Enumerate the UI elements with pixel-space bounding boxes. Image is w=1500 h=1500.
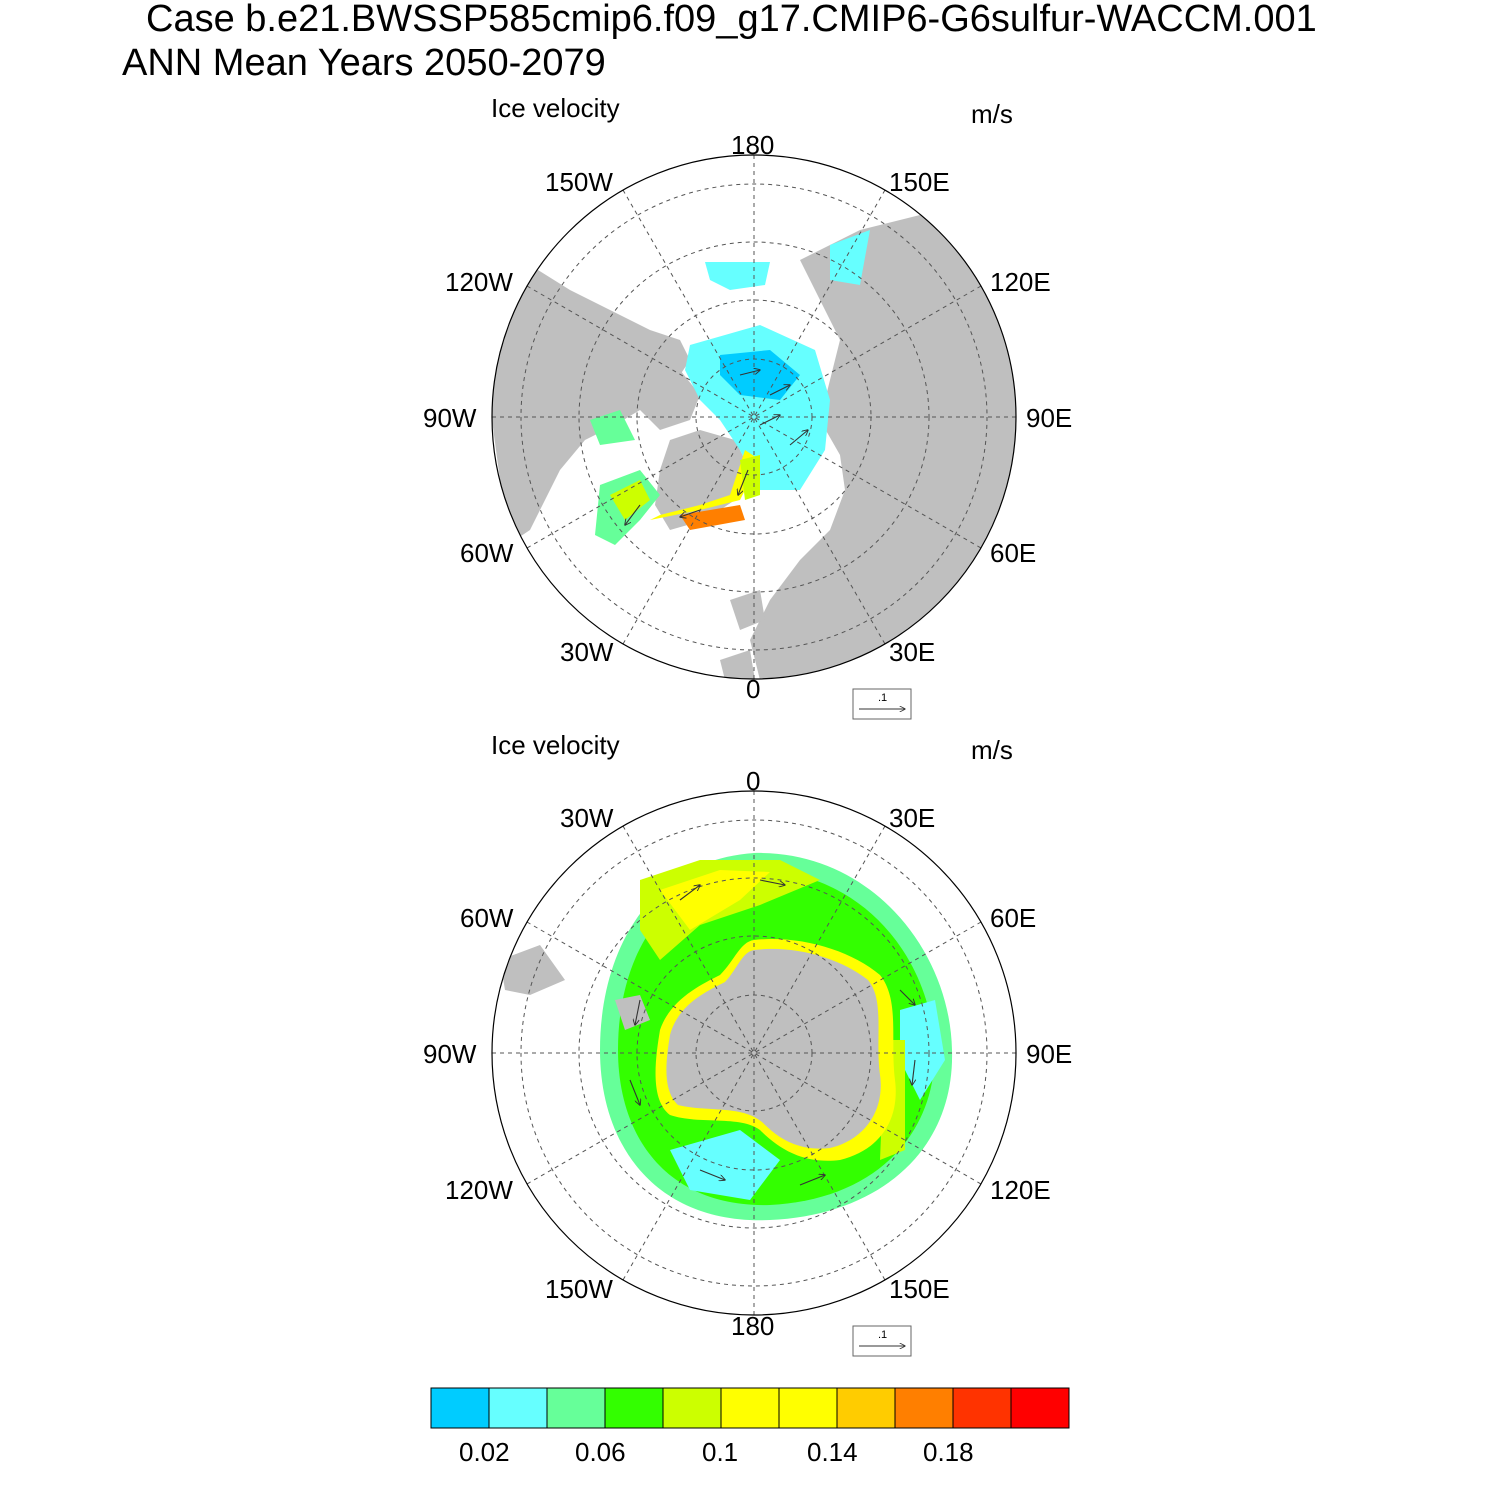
north-ice-field <box>590 230 870 545</box>
colorbar-swatch <box>662 1387 722 1429</box>
north-reference-vector: .1 <box>852 688 912 720</box>
north-lon-label: 90W <box>423 403 477 433</box>
south-lon-label: 120E <box>990 1175 1051 1205</box>
south-vectors <box>629 879 915 1186</box>
south-vector <box>899 989 915 1005</box>
south-lon-label: 90E <box>1026 1039 1072 1069</box>
colorbar-boxes <box>430 1387 1070 1429</box>
colorbar-tick-label: 0.1 <box>702 1437 738 1467</box>
colorbar-tick-label: 0.18 <box>923 1437 974 1467</box>
colorbar-swatch <box>778 1387 838 1429</box>
north-lon-label: 30W <box>560 637 614 667</box>
south-vector <box>759 879 785 885</box>
colorbar-swatch <box>488 1387 548 1429</box>
south-vector <box>799 1175 825 1186</box>
south-lon-labels: 0 30E 60E 90E 120E 150E 180 150W 120W 90… <box>423 766 1072 1341</box>
north-land <box>492 215 1016 679</box>
colorbar-labels: 0.02 0.06 0.1 0.14 0.18 <box>459 1437 974 1467</box>
south-lon-label: 30E <box>889 803 935 833</box>
south-map-boundary <box>491 790 1017 1316</box>
colorbar-swatch <box>836 1387 896 1429</box>
north-vector <box>759 415 780 426</box>
south-panel: Ice velocity m/s <box>423 730 1072 1357</box>
north-lon-label: 30E <box>889 637 935 667</box>
north-vector <box>680 509 701 517</box>
south-lon-label: 180 <box>731 1311 774 1341</box>
north-lon-label: 180 <box>731 130 774 160</box>
south-vector <box>629 1079 640 1105</box>
period-title: ANN Mean Years 2050-2079 <box>122 42 606 84</box>
colorbar-swatch <box>604 1387 664 1429</box>
north-vector <box>738 469 749 495</box>
south-lon-label: 150W <box>545 1274 613 1304</box>
north-panel: Ice velocity m/s <box>423 93 1072 720</box>
south-lon-label: 60W <box>460 903 514 933</box>
colorbar-swatch <box>720 1387 780 1429</box>
north-vectors <box>625 370 808 525</box>
case-title: Case b.e21.BWSSP585cmip6.f09_g17.CMIP6-G… <box>146 0 1317 40</box>
south-vector <box>699 1169 725 1180</box>
north-vector <box>789 430 808 446</box>
south-graticule <box>492 791 1016 1315</box>
north-lon-label: 120E <box>990 267 1051 297</box>
north-graticule <box>492 155 1016 679</box>
south-vector <box>912 1059 915 1085</box>
south-vector <box>635 999 641 1025</box>
south-lon-label: 90W <box>423 1039 477 1069</box>
north-lon-label: 60W <box>460 538 514 568</box>
north-map-area <box>492 155 1016 679</box>
south-lon-label: 60E <box>990 903 1036 933</box>
north-vector <box>769 385 790 396</box>
north-vector <box>739 370 760 376</box>
south-lon-label: 150E <box>889 1274 950 1304</box>
south-vector <box>679 885 700 901</box>
north-lon-label: 120W <box>445 267 513 297</box>
colorbar-swatch <box>430 1387 490 1429</box>
north-map-boundary <box>491 154 1017 680</box>
north-panel-title: Ice velocity <box>491 93 620 123</box>
north-lon-label: 150W <box>545 167 613 197</box>
south-reference-vector-label: .1 <box>878 1329 887 1341</box>
colorbar-swatch <box>1010 1387 1070 1429</box>
south-reference-vector: .1 <box>852 1325 912 1357</box>
colorbar-tick-label: 0.02 <box>459 1437 510 1467</box>
north-lon-label: 60E <box>990 538 1036 568</box>
north-reference-vector-label: .1 <box>878 692 887 704</box>
colorbar: 0.02 0.06 0.1 0.14 0.18 <box>430 1387 1070 1467</box>
colorbar-tick-label: 0.14 <box>807 1437 858 1467</box>
north-lon-labels: 180 150E 120E 90E 60E 30E 0 30W 60W 90W … <box>423 130 1072 704</box>
south-lon-label: 120W <box>445 1175 513 1205</box>
south-map-area <box>492 791 1016 1315</box>
south-land <box>500 945 565 995</box>
south-lon-label: 0 <box>746 766 760 796</box>
south-panel-title: Ice velocity <box>491 730 620 760</box>
south-panel-units: m/s <box>971 735 1013 765</box>
colorbar-swatch <box>894 1387 954 1429</box>
north-panel-units: m/s <box>971 99 1013 129</box>
colorbar-swatch <box>546 1387 606 1429</box>
north-lon-label: 150E <box>889 167 950 197</box>
north-lon-label: 90E <box>1026 403 1072 433</box>
north-vector <box>625 504 641 525</box>
south-lon-label: 30W <box>560 803 614 833</box>
colorbar-tick-label: 0.06 <box>575 1437 626 1467</box>
south-land <box>666 948 881 1149</box>
north-lon-label: 0 <box>746 674 760 704</box>
colorbar-swatch <box>952 1387 1012 1429</box>
south-land <box>615 995 650 1030</box>
